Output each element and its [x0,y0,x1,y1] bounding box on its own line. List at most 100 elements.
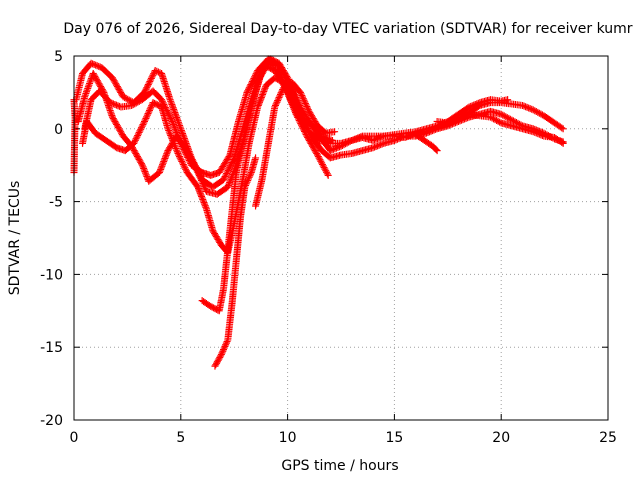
data-point-segment [166,96,184,131]
data-point-segment [149,87,164,102]
data-point [559,139,567,147]
chart-title: Day 076 of 2026, Sidereal Day-to-day VTE… [63,21,632,37]
data-point-segment [239,141,253,184]
y-tick-label: -10 [40,267,63,283]
data-point-segment [390,133,408,144]
data-point-segment [89,69,107,95]
data-point-segment [194,183,210,211]
x-tick-label: 10 [279,430,297,446]
data-point-segment [256,64,269,82]
data-point-segment [412,131,427,143]
data-point-segment [369,133,386,144]
data-point-segment [252,178,266,210]
series-trace-6 [211,154,260,370]
data-point-segment [254,83,270,111]
data-point [252,154,260,162]
data-point-segment [175,151,190,175]
data-point-segment [429,142,440,154]
data-point-segment [151,67,164,77]
data-point-segment [497,110,514,123]
data-point [433,147,441,155]
y-tick-label: -15 [40,340,63,356]
data-point-segment [318,147,333,161]
data-point-segment [226,119,242,159]
x-tick-label: 0 [70,430,79,446]
plot-frame [73,55,609,421]
data-point-segment [444,115,461,127]
data-point-segment [232,214,244,264]
x-axis-label: GPS time / hours [281,458,398,474]
x-tick-label: 5 [176,430,185,446]
data-point-segment [551,134,566,146]
data-point-segment [140,68,158,96]
data-point-segment [540,112,557,126]
data-point-segment [519,102,536,113]
series-trace-9 [412,131,441,155]
data-point-segment [292,110,310,139]
data-point-segment [209,227,225,248]
data-point-segment [102,136,119,151]
data-point-segment [288,78,303,95]
data-point-segment [454,104,472,118]
data-point-segment [529,128,546,139]
x-tick-label: 25 [599,430,617,446]
series-trace-5 [198,62,332,315]
y-axis-label: SDTVAR / TECUs [7,181,23,296]
data-point-segment [296,103,314,127]
data-point [324,171,332,179]
data-point-segment [74,94,88,126]
data-point-segment [271,86,287,111]
data-point-segment [258,141,272,184]
data-point-segment [215,152,233,176]
data-point-segment [262,62,277,74]
data-point-segment [264,105,278,147]
data-point-segment [202,205,216,233]
data-point-segment [81,97,95,133]
data-point-segment [108,113,126,139]
x-tick-label: 20 [492,430,510,446]
data-point-segment [91,129,109,144]
data-point-segment [245,105,261,147]
data-point-segment [98,64,115,81]
data-point-segment [420,136,435,149]
data-points [70,55,567,370]
data-point [331,128,339,136]
y-tick-label: -5 [49,195,63,211]
data-point-segment [228,258,240,308]
data-point [559,125,567,133]
data-point-segment [529,106,546,119]
data-point-segment [87,59,104,71]
data-point-segment [164,125,182,157]
data-point-segment [215,287,227,315]
data-point-segment [422,125,440,137]
axis-ticks: 0 5 10 15 20 25 -20 -15 -10 -5 0 5 [40,49,617,446]
data-point-segment [314,151,331,178]
data-point-segment [296,88,312,114]
series-trace-7 [252,78,339,210]
y-tick-label: 5 [54,49,63,65]
data-point-segment [326,143,343,155]
data-point-segment [369,140,386,152]
data-point-segment [220,228,234,293]
data-point-segment [243,68,261,96]
data-point-segment [487,113,504,126]
y-tick-label: 0 [54,122,63,138]
data-point-segment [79,61,94,77]
data-point-segment [70,113,79,175]
data-point-segment [209,177,226,191]
data-point-segment [168,118,184,146]
y-tick-label: -20 [40,413,63,429]
data-point-segment [158,103,171,131]
data-point-segment [234,90,251,126]
data-point-segment [217,338,231,358]
data-point-segment [307,132,325,153]
data-point-segment [239,105,255,147]
data-point-segment [108,74,126,99]
data-point-segment [226,170,240,235]
data-point-segment [314,122,329,136]
series-trace-4 [81,55,336,179]
data-point-segment [183,168,201,190]
data-point-segment [303,132,321,158]
